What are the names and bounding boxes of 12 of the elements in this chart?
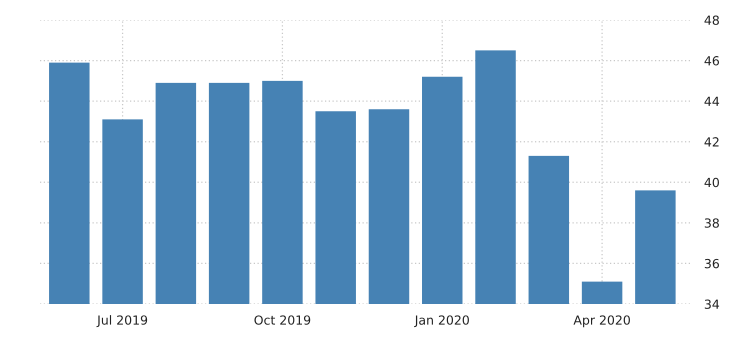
y-tick-label: 34 (704, 299, 720, 309)
y-tick-label: 38 (704, 218, 719, 228)
x-tick-label: Apr 2020 (573, 315, 630, 328)
x-tick-label: Jan 2020 (414, 315, 469, 328)
y-tick-label: 48 (704, 15, 719, 25)
y-tick-label: 44 (704, 96, 720, 106)
y-tick-label: 36 (704, 258, 720, 268)
x-tick-label: Oct 2019 (254, 315, 310, 325)
y-tick-label: 46 (704, 56, 720, 66)
x-tick-label: Jul 2019 (96, 315, 148, 328)
y-tick-label: 40 (704, 178, 719, 188)
y-tick-label: 42 (704, 137, 719, 146)
